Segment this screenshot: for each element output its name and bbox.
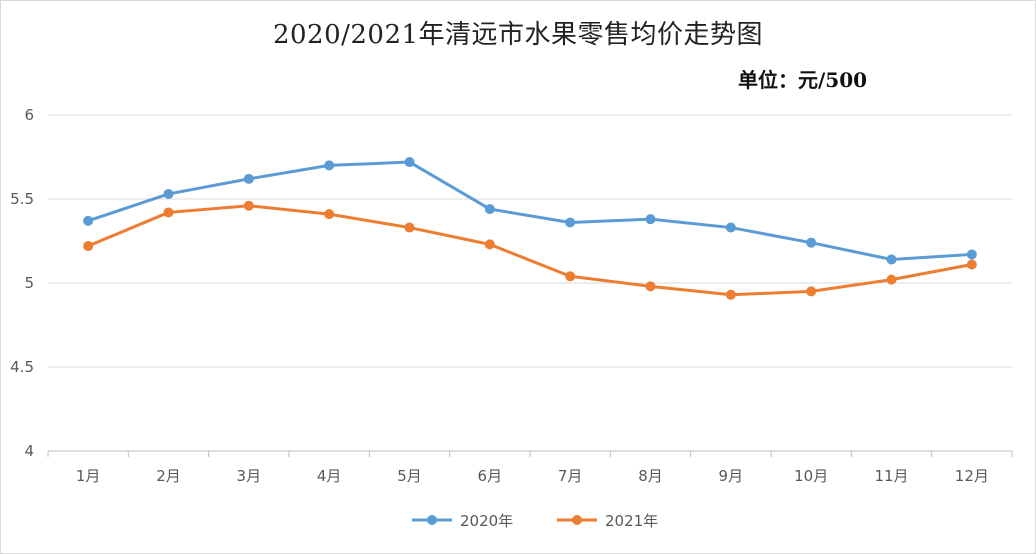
data-point — [886, 254, 897, 265]
chart-title: 2020/2021年清远市水果零售均价走势图 — [272, 20, 764, 50]
x-tick-label: 3月 — [237, 467, 262, 485]
x-tick-label: 7月 — [558, 467, 583, 485]
legend-label: 2020年 — [460, 512, 513, 530]
x-tick-label: 8月 — [638, 467, 663, 485]
data-point — [324, 160, 335, 171]
x-tick-label: 1月 — [76, 467, 101, 485]
data-point — [83, 215, 94, 226]
x-tick-label: 4月 — [317, 467, 342, 485]
data-point — [886, 274, 897, 285]
legend-label: 2021年 — [605, 512, 658, 530]
data-point — [324, 209, 335, 220]
x-tick-label: 12月 — [955, 467, 989, 485]
y-tick-label: 6 — [24, 106, 34, 124]
data-point — [404, 157, 415, 168]
legend-marker — [427, 515, 437, 525]
data-point — [645, 214, 656, 225]
data-point — [806, 237, 817, 248]
x-tick-label: 10月 — [794, 467, 828, 485]
x-tick-label: 5月 — [397, 467, 422, 485]
data-point — [725, 222, 736, 233]
chart-unit-label: 单位：元/500 — [738, 68, 868, 92]
data-point — [243, 200, 254, 211]
series-line — [86, 204, 974, 297]
x-axis: 1月 2月 3月 4月 5月 6月 7月 8月 9月 10月 11月 12月 — [47, 450, 1013, 485]
data-point — [725, 289, 736, 300]
series-group — [83, 157, 977, 300]
legend: 2020年 2021年 — [412, 512, 658, 530]
data-point — [163, 207, 174, 218]
data-point — [163, 188, 174, 199]
x-tick-label: 11月 — [874, 467, 908, 485]
y-axis-ticks: 4 4.5 5 5.5 6 — [10, 106, 34, 460]
data-point — [243, 173, 254, 184]
y-tick-label: 4 — [24, 442, 34, 460]
x-tick-label: 6月 — [478, 467, 503, 485]
y-tick-label: 5.5 — [10, 190, 34, 208]
data-point — [484, 204, 495, 215]
y-tick-label: 4.5 — [10, 358, 34, 376]
data-point — [645, 281, 656, 292]
data-point — [484, 239, 495, 250]
x-tick-label: 9月 — [719, 467, 744, 485]
data-point — [83, 241, 94, 252]
data-point — [966, 249, 977, 260]
series-line — [86, 160, 974, 261]
data-point — [966, 259, 977, 270]
data-point — [565, 217, 576, 228]
data-point — [404, 222, 415, 233]
gridlines — [48, 114, 1012, 368]
data-point — [565, 271, 576, 282]
legend-marker — [572, 515, 582, 525]
x-tick-label: 2月 — [156, 467, 181, 485]
data-point — [806, 286, 817, 297]
y-tick-label: 5 — [24, 274, 34, 292]
